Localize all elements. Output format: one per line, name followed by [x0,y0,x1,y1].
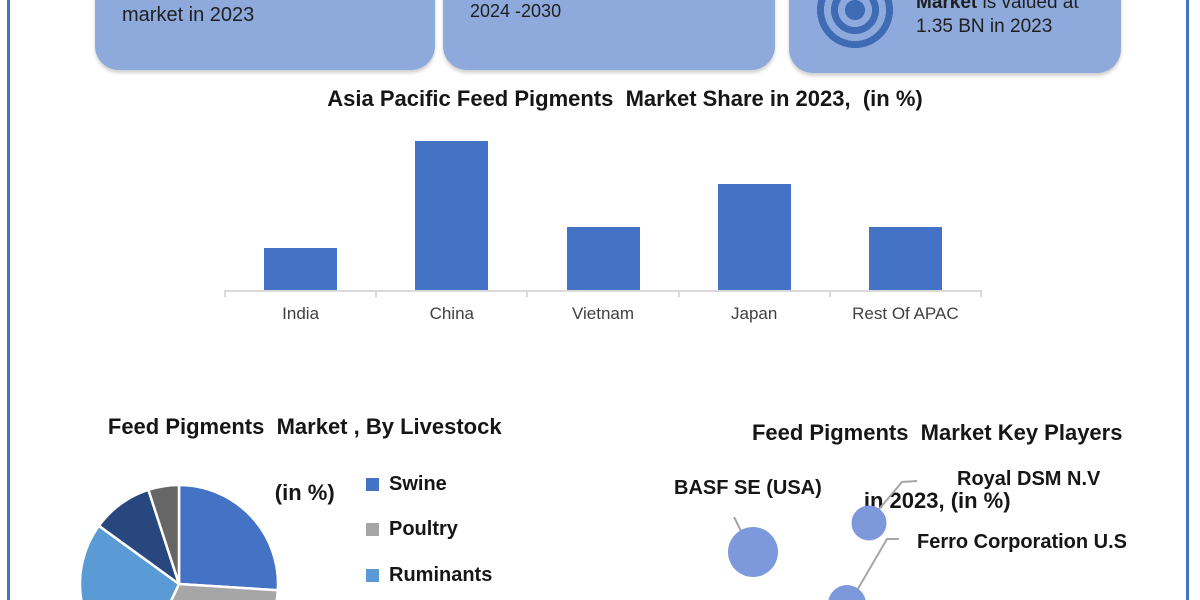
bar-chart-title: Asia Pacific Feed Pigments Market Share … [327,86,923,111]
bubble-title-line1: Feed Pigments Market Key Players [751,420,1123,445]
bubble-ferro-corporation-u-s [828,585,866,600]
pie-slice-ruminants [78,524,181,600]
bar-china [415,141,489,291]
axis-tick [224,290,226,297]
pie-title-line1: Feed Pigments Market , By Livestock [107,414,502,439]
axis-tick [677,290,680,297]
pie-slice-poultry [170,582,280,600]
box1-text: market in 2023 [122,4,255,26]
axis-tick [526,290,529,297]
pie-title-line2: (in %) [274,480,335,505]
legend-item-swine: Swine [366,471,492,497]
pie-chart-title: Feed Pigments Market , By Livestock (in … [60,377,525,542]
bar-india [264,248,338,291]
axis-tick [828,290,831,297]
x-axis-line [225,290,981,292]
bar-category-label: Vietnam [571,304,635,323]
bubble-label-basf-se-usa-: BASF SE (USA) [674,477,822,499]
box3-text-rest: is valued at [977,0,1079,13]
bubble-label-royal-dsm-n-v: Royal DSM N.V [957,468,1101,490]
axis-tick [980,290,982,297]
livestock-pie-chart [78,483,280,600]
bar-category-label: China [429,304,474,323]
bubble-title-line2: in 2023, (in %) [863,488,1011,513]
legend-label: Ruminants [389,563,493,586]
legend-marker [366,523,379,536]
box2-text: 2024 -2030 [470,1,562,21]
bar-japan [717,183,791,291]
left-border-line [7,0,10,600]
bubble-label-ferro-corporation-u-s: Ferro Corporation U.S [917,531,1128,553]
pie-slice-unlabeled [147,483,181,586]
bar-vietnam [566,226,640,291]
bar-rest-of-apac [868,226,942,291]
legend-marker [366,568,379,582]
box3-text-bold: Market [916,0,978,13]
bar-category-label: Rest Of APAC [852,304,959,323]
box3-text: Market is valued at 1.35 BN in 2023 [916,0,1079,39]
legend-label: Poultry [389,518,458,540]
right-border-line [1186,0,1189,600]
legend-item-poultry: Poultry [366,517,492,543]
pie-slice-swine [177,483,280,592]
pie-legend: Swine Poultry Ruminants [366,471,492,600]
legend-item-ruminants: Ruminants [366,562,492,588]
legend-marker [366,477,379,491]
bubble-chart-title: Feed Pigments Market Key Players in 2023… [700,382,1150,552]
highlight-box-market-2023 [95,0,435,70]
box3-text-line2: 1.35 BN in 2023 [916,16,1053,37]
legend-label: Swine [389,472,447,495]
bar-category-label: Japan [731,304,778,323]
highlight-box-forecast-period [443,0,775,70]
axis-tick [375,290,378,297]
bar-category-label: India [282,304,320,323]
